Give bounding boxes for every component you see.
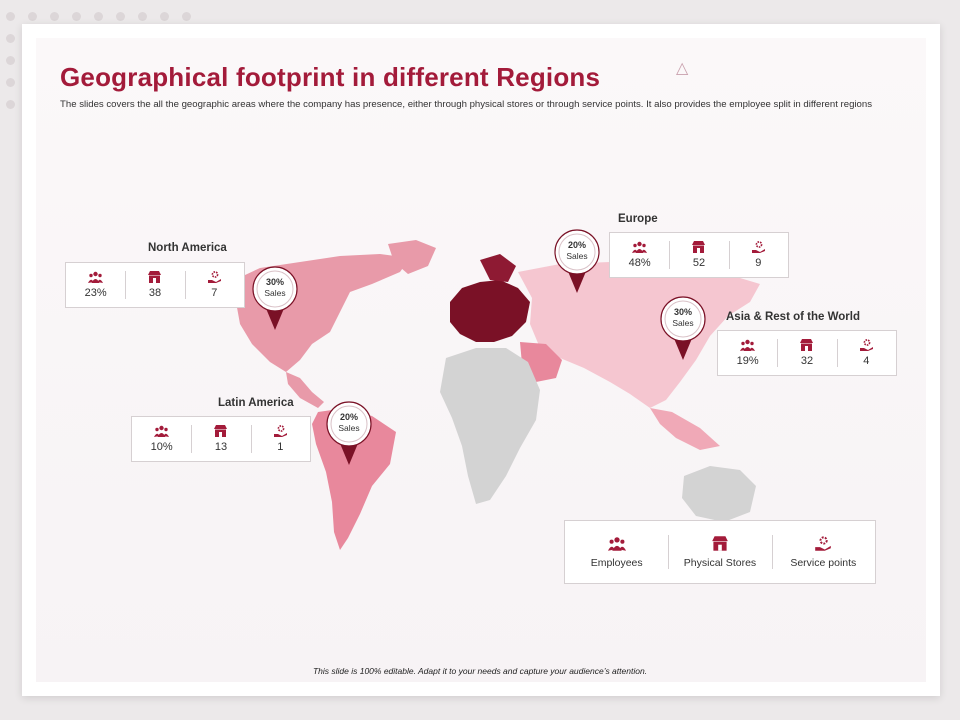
stat-value: 52 xyxy=(692,257,706,269)
stat-value: 38 xyxy=(148,287,162,299)
slide-subtitle: The slides covers the all the geographic… xyxy=(60,99,873,110)
service-point-icon xyxy=(273,425,287,437)
region-label-europe: Europe xyxy=(618,213,658,225)
employees-icon xyxy=(154,425,170,437)
service-point-icon xyxy=(751,241,765,253)
store-icon xyxy=(692,241,706,253)
legend-service-points: Service points xyxy=(771,521,875,583)
pin-percentage: 30% xyxy=(265,277,284,287)
icon-legend: Employees Physical Stores Service points xyxy=(564,520,876,584)
map-europe xyxy=(450,280,530,342)
pin-marker-icon xyxy=(326,401,372,465)
stat-employees: 19% xyxy=(718,331,777,375)
legend-label: Service points xyxy=(790,556,857,569)
stat-service-points: 4 xyxy=(836,331,896,375)
pin-marker-icon xyxy=(252,266,298,330)
stat-box-asia-rest: 19% 32 4 xyxy=(717,330,897,376)
store-icon xyxy=(800,339,814,351)
stat-employees: 10% xyxy=(132,417,191,461)
map-central-america xyxy=(286,372,324,408)
sales-pin-asia-rest: 30% Sales xyxy=(660,296,706,362)
map-southeast-asia xyxy=(650,408,720,450)
employees-icon xyxy=(88,271,104,283)
pin-label: Sales xyxy=(566,251,588,261)
stat-box-north-america: 23% 38 7 xyxy=(65,262,245,308)
pin-percentage: 20% xyxy=(339,412,358,422)
stat-value: 13 xyxy=(214,441,228,453)
slide-footer-note: This slide is 100% editable. Adapt it to… xyxy=(312,666,648,676)
region-label-latin-america: Latin America xyxy=(218,397,294,409)
decorative-triangle-icon: △ xyxy=(676,60,689,77)
stat-value: 23% xyxy=(84,287,107,299)
map-australia xyxy=(682,466,756,522)
stat-service-points: 9 xyxy=(728,233,788,277)
pin-label: Sales xyxy=(264,288,286,298)
stat-service-points: 7 xyxy=(184,263,244,307)
legend-employees: Employees xyxy=(565,521,668,583)
slide-title: Geographical footprint in different Regi… xyxy=(60,62,601,92)
employees-icon xyxy=(607,536,626,551)
map-scandinavia xyxy=(480,254,516,282)
stat-employees: 48% xyxy=(610,233,669,277)
pin-marker-icon xyxy=(554,229,600,293)
background-dot-pattern xyxy=(6,12,206,122)
sales-pin-europe: 20% Sales xyxy=(554,229,600,295)
stat-value: 9 xyxy=(755,257,762,269)
stat-service-points: 1 xyxy=(250,417,310,461)
stat-stores: 38 xyxy=(125,263,184,307)
stat-box-europe: 48% 52 9 xyxy=(609,232,789,278)
stat-employees: 23% xyxy=(66,263,125,307)
service-point-icon xyxy=(859,339,873,351)
pin-percentage: 30% xyxy=(673,307,692,317)
employees-icon xyxy=(740,339,756,351)
pin-label: Sales xyxy=(672,318,694,328)
stat-value: 19% xyxy=(736,355,759,367)
store-icon xyxy=(214,425,228,437)
pin-marker-icon xyxy=(660,296,706,360)
region-label-north-america: North America xyxy=(148,242,227,254)
legend-label: Employees xyxy=(590,556,643,569)
stat-value: 10% xyxy=(150,441,173,453)
pin-percentage: 20% xyxy=(567,240,586,250)
service-point-icon xyxy=(207,271,221,283)
stat-stores: 13 xyxy=(191,417,250,461)
sales-pin-latin-america: 20% Sales xyxy=(326,401,372,467)
employees-icon xyxy=(632,241,648,253)
map-asia xyxy=(518,262,760,408)
region-label-asia-rest: Asia & Rest of the World xyxy=(726,311,860,323)
stat-value: 1 xyxy=(277,441,284,453)
stat-value: 7 xyxy=(211,287,218,299)
map-africa xyxy=(440,348,540,504)
stat-value: 4 xyxy=(863,355,870,367)
map-greenland xyxy=(388,240,436,274)
map-south-america xyxy=(312,408,396,550)
sales-pin-north-america: 30% Sales xyxy=(252,266,298,332)
stat-box-latin-america: 10% 13 1 xyxy=(131,416,311,462)
stat-stores: 52 xyxy=(669,233,728,277)
store-icon xyxy=(712,535,728,551)
store-icon xyxy=(148,271,162,283)
legend-stores: Physical Stores xyxy=(668,521,771,583)
pin-label: Sales xyxy=(338,423,360,433)
legend-label: Physical Stores xyxy=(683,556,757,569)
stat-value: 32 xyxy=(800,355,814,367)
service-point-icon xyxy=(815,535,832,551)
stat-value: 48% xyxy=(628,257,651,269)
stat-stores: 32 xyxy=(777,331,836,375)
